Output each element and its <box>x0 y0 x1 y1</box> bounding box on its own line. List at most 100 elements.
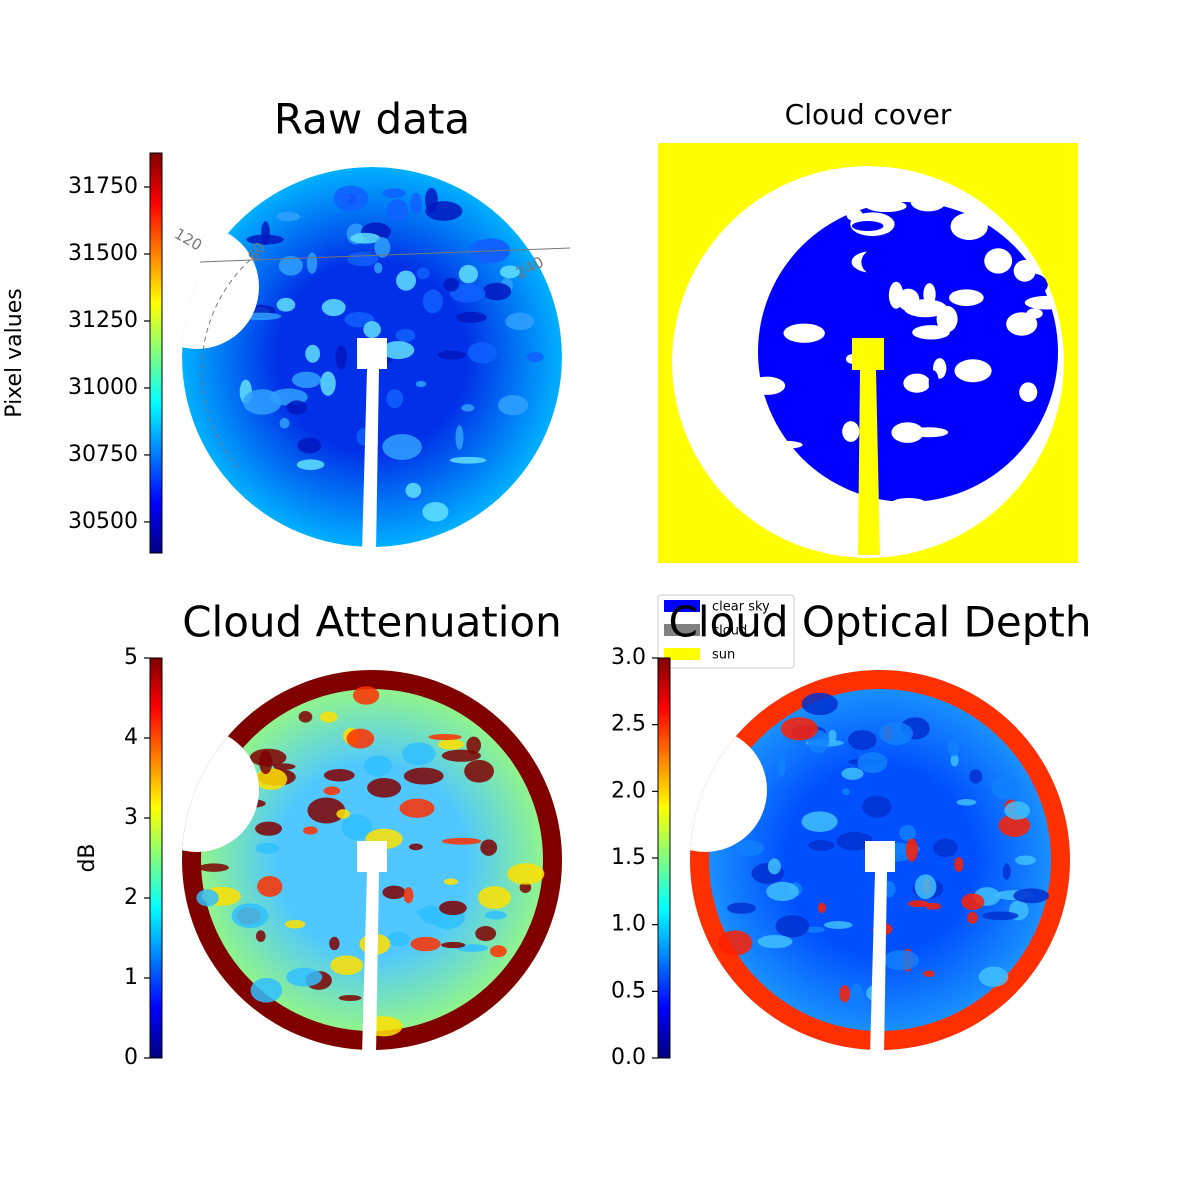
legend-label: sun <box>712 648 735 663</box>
sky-blob <box>428 733 462 741</box>
cloud-blob <box>938 339 951 353</box>
sky-blob <box>367 777 402 798</box>
sky-blob <box>403 887 414 904</box>
sky-blob <box>776 751 786 777</box>
panel-title: Cloud cover <box>785 98 952 131</box>
sky-blob <box>1004 801 1031 820</box>
sky-blob <box>364 755 393 777</box>
panel-title: Cloud Attenuation <box>182 598 562 647</box>
sky-blob <box>307 797 346 824</box>
sky-blob <box>956 798 977 806</box>
cloud-blob <box>846 208 863 222</box>
sky-blob <box>480 839 498 856</box>
cloud-blob <box>1006 312 1038 336</box>
sky-blob <box>1015 855 1036 866</box>
cloud-blob <box>813 366 833 392</box>
sky-blob <box>284 919 306 929</box>
colorbar-tick-label: 0 <box>124 1045 138 1070</box>
colorbar-tick-label: 3 <box>124 805 138 830</box>
colorbar-tick-label: 31000 <box>68 375 138 400</box>
sky-blob <box>526 351 544 363</box>
sky-blob <box>329 936 340 951</box>
cloud-blob <box>865 200 907 213</box>
sky-blob <box>273 763 296 770</box>
sky-blob <box>766 881 799 902</box>
sky-blob <box>198 863 229 872</box>
cloud-blob <box>910 191 947 212</box>
sky-blob <box>259 750 273 775</box>
sky-blob <box>403 767 444 785</box>
sky-blob <box>242 389 282 415</box>
colorbar-tick-label: 30750 <box>68 442 138 467</box>
cloud-blob <box>916 280 960 290</box>
legend-label: clear sky <box>712 600 770 615</box>
sky-blob <box>255 821 283 836</box>
colorbar <box>149 657 163 1059</box>
sky-blob <box>381 341 415 360</box>
sky-blob <box>246 234 284 245</box>
sky-blob <box>848 729 877 751</box>
cloud-blob <box>829 265 860 282</box>
polar-axis <box>199 247 571 263</box>
sky-blob <box>395 328 416 342</box>
sky-blob <box>923 970 935 977</box>
sky-blob <box>321 298 346 317</box>
sky-blob <box>286 403 295 410</box>
colorbar-tick-label: 4 <box>124 725 138 750</box>
colorbar-tick-label: 0.5 <box>611 978 646 1003</box>
legend-label: cloud <box>712 624 747 639</box>
sky-blob <box>382 188 406 199</box>
sky-blob <box>497 395 529 416</box>
cloud-blob <box>903 373 931 393</box>
sky-blob <box>257 875 283 897</box>
sky-blob <box>857 752 888 774</box>
sky-blob <box>950 753 959 767</box>
colorbar-tick-label: 0.0 <box>611 1045 646 1070</box>
mast <box>357 841 387 1055</box>
sky-image <box>690 670 1070 1050</box>
sky-blob <box>399 798 435 818</box>
sky-blob <box>458 264 478 284</box>
sky-blob <box>718 930 753 956</box>
sky-notch <box>182 728 259 852</box>
sky-blob <box>801 811 838 832</box>
sky-blob <box>757 935 793 949</box>
sky-blob <box>489 945 507 958</box>
colorbar-tick-label: 2 <box>124 885 138 910</box>
sky-blob <box>352 686 380 705</box>
colorbar-tick-label: 1.0 <box>611 912 646 937</box>
sky-blob <box>978 966 1009 987</box>
sky-blob <box>449 283 486 303</box>
sky-blob <box>982 911 1019 921</box>
sky-blob <box>499 265 520 279</box>
cloud-blob <box>951 421 979 434</box>
sky-blob <box>416 267 430 280</box>
mast <box>852 338 884 555</box>
sky-blob <box>455 425 464 450</box>
cloud-blob <box>842 421 860 442</box>
colorbar-tick-label: 30500 <box>68 509 138 534</box>
colorbar-tick-label: 31250 <box>68 308 138 333</box>
sky-blob <box>505 312 535 331</box>
sky-blob <box>396 270 417 291</box>
sky-blob <box>374 237 391 258</box>
sky-notch <box>690 728 767 852</box>
legend-swatch <box>664 648 700 660</box>
sky-blob <box>862 795 892 818</box>
sky-blob <box>879 721 913 746</box>
sky-blob <box>933 838 958 858</box>
panel-title: Cloud Optical Depth <box>669 598 1092 647</box>
sky-blob <box>439 900 467 916</box>
sky-blob <box>338 994 362 1002</box>
sky-blob <box>382 434 422 460</box>
panel-title: Raw data <box>274 95 470 144</box>
sky-blob <box>306 252 318 274</box>
sky-blob <box>808 840 835 851</box>
sky-blob <box>841 767 864 780</box>
sky-blob <box>449 456 487 464</box>
sky-blob <box>330 955 364 975</box>
sky-blob <box>998 814 1031 837</box>
sky-blob <box>804 926 826 933</box>
sky-blob <box>817 902 827 914</box>
sky-blob <box>386 389 404 409</box>
